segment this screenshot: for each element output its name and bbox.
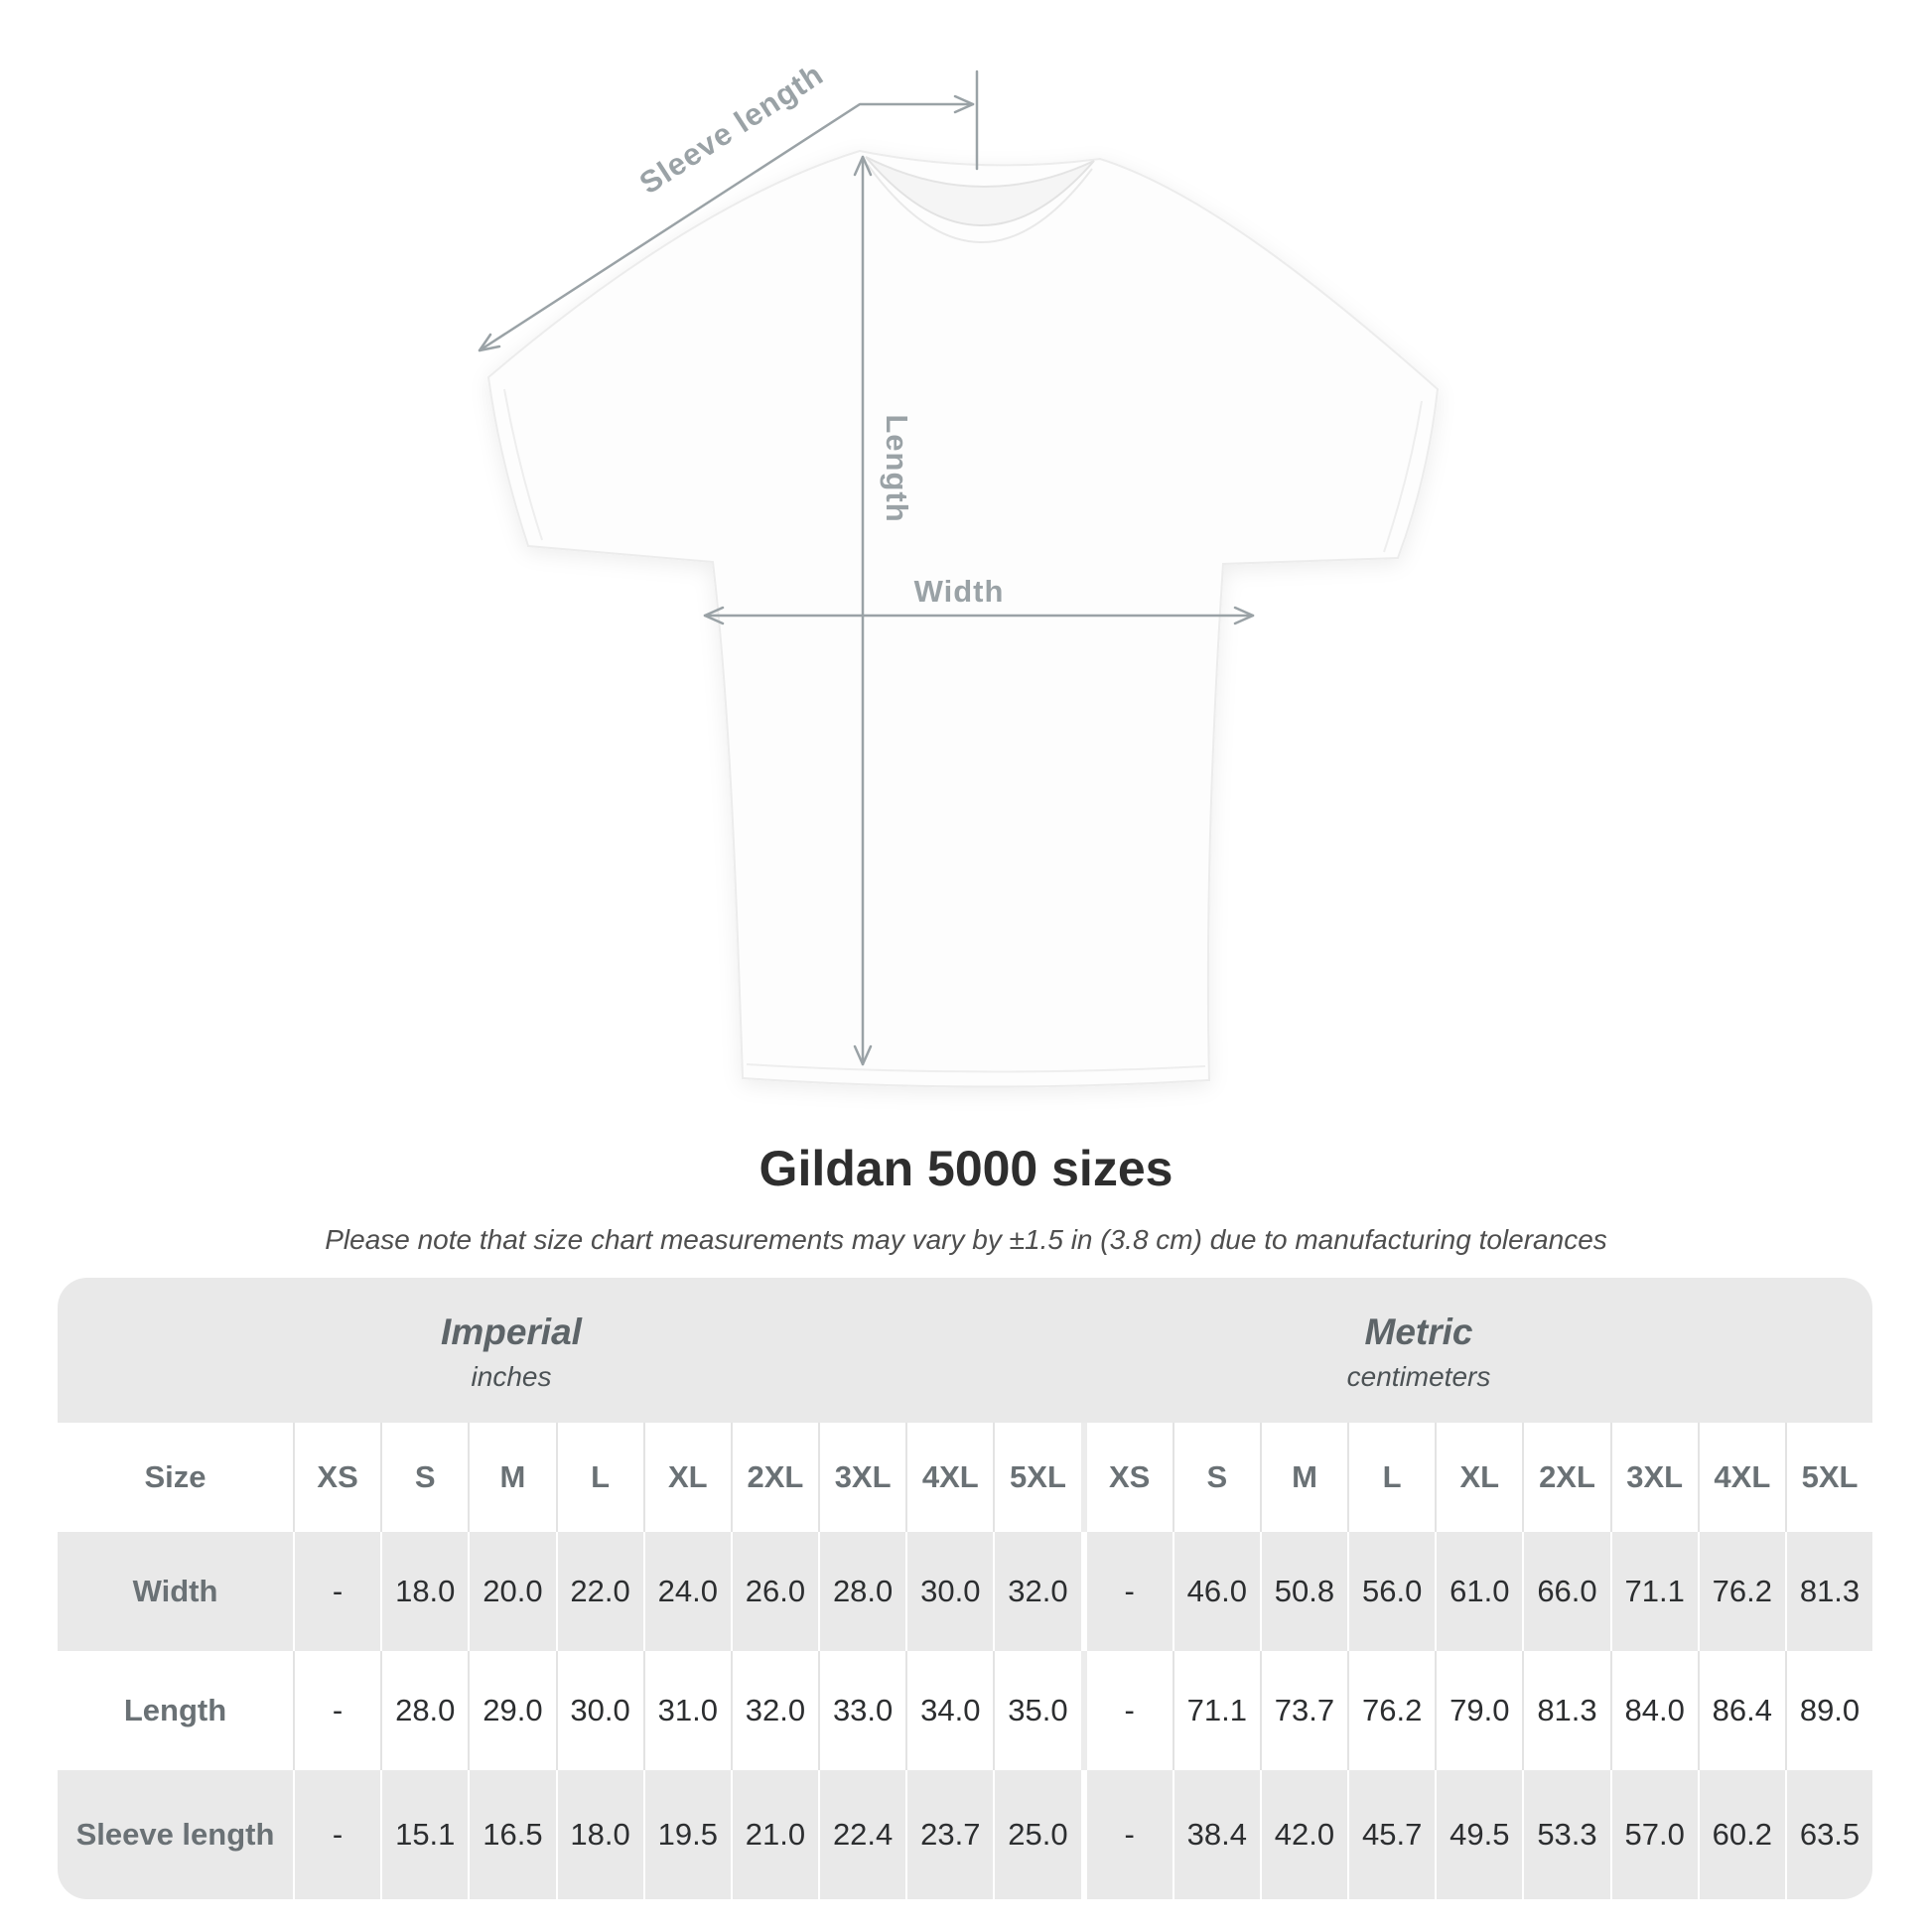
size-col-header: L [1347, 1423, 1435, 1532]
table-cell: 28.0 [380, 1651, 468, 1770]
size-col-header: XS [293, 1423, 380, 1532]
table-cell: 22.4 [818, 1770, 905, 1899]
table-cell: 24.0 [642, 1532, 731, 1651]
table-cell: 56.0 [1347, 1532, 1435, 1651]
size-col-header: XL [642, 1423, 731, 1532]
size-col-header: 2XL [1522, 1423, 1609, 1532]
table-cell: 79.0 [1435, 1651, 1522, 1770]
table-cell: 81.3 [1784, 1532, 1872, 1651]
table-cell: 81.3 [1522, 1651, 1609, 1770]
sleeve-length-arrow [478, 69, 979, 352]
table-cell: 38.4 [1172, 1770, 1260, 1899]
length-row: Length - 28.0 29.0 30.0 31.0 32.0 33.0 3… [58, 1651, 1872, 1770]
size-col-header: M [468, 1423, 555, 1532]
metric-unit-header: Metric centimeters [965, 1278, 1872, 1423]
size-col-header: S [380, 1423, 468, 1532]
table-cell: 21.0 [730, 1770, 818, 1899]
tshirt-shape [486, 149, 1440, 1088]
table-cell: 60.2 [1697, 1770, 1785, 1899]
table-cell: 18.0 [555, 1770, 643, 1899]
table-cell: 30.0 [555, 1651, 643, 1770]
table-cell: 22.0 [555, 1532, 643, 1651]
table-cell: - [293, 1770, 380, 1899]
table-cell: 19.5 [642, 1770, 731, 1899]
corner-cell: Size [144, 1459, 207, 1494]
table-cell: 32.0 [730, 1651, 818, 1770]
table-cell: - [1080, 1770, 1173, 1899]
table-cell: 26.0 [730, 1532, 818, 1651]
size-col-header: S [1172, 1423, 1260, 1532]
table-cell: 57.0 [1609, 1770, 1698, 1899]
size-col-header: XS [1080, 1423, 1173, 1532]
table-cell: 29.0 [468, 1651, 555, 1770]
table-cell: - [293, 1651, 380, 1770]
table-cell: 76.2 [1347, 1651, 1435, 1770]
table-cell: 73.7 [1259, 1651, 1347, 1770]
page-title: Gildan 5000 sizes [759, 1141, 1173, 1196]
table-cell: 45.7 [1347, 1770, 1435, 1899]
table-cell: 30.0 [905, 1532, 993, 1651]
collar-opening [866, 157, 1094, 226]
imperial-unit-header: Imperial inches [58, 1278, 965, 1423]
size-col-header: 4XL [1697, 1423, 1785, 1532]
table-cell: 71.1 [1609, 1532, 1698, 1651]
row-label: Length [123, 1693, 227, 1727]
table-cell: 33.0 [818, 1651, 905, 1770]
size-col-header: 5XL [993, 1423, 1080, 1532]
table-cell: 63.5 [1784, 1770, 1872, 1899]
table-cell: 84.0 [1609, 1651, 1698, 1770]
table-cell: 61.0 [1435, 1532, 1522, 1651]
metric-sublabel: centimeters [1346, 1361, 1491, 1393]
table-cell: 86.4 [1697, 1651, 1785, 1770]
table-cell: - [1080, 1532, 1173, 1651]
table-cell: 16.5 [468, 1770, 555, 1899]
table-cell: 50.8 [1259, 1532, 1347, 1651]
size-table: Imperial inches Metric centimeters Size … [58, 1278, 1872, 1899]
sleeve-length-row: Sleeve length - 15.1 16.5 18.0 19.5 21.0… [58, 1770, 1872, 1899]
table-cell: 49.5 [1435, 1770, 1522, 1899]
table-cell: 89.0 [1784, 1651, 1872, 1770]
table-cell: - [1080, 1651, 1173, 1770]
table-cell: 35.0 [993, 1651, 1080, 1770]
table-cell: 23.7 [905, 1770, 993, 1899]
table-cell: 34.0 [905, 1651, 993, 1770]
table-cell: 42.0 [1259, 1770, 1347, 1899]
table-cell: 18.0 [380, 1532, 468, 1651]
table-cell: 53.3 [1522, 1770, 1609, 1899]
size-col-header: M [1259, 1423, 1347, 1532]
size-col-header: 4XL [905, 1423, 993, 1532]
imperial-label: Imperial [441, 1311, 582, 1352]
width-row: Width - 18.0 20.0 22.0 24.0 26.0 28.0 30… [58, 1532, 1872, 1651]
table-cell: 20.0 [468, 1532, 555, 1651]
width-label: Width [913, 574, 1005, 609]
length-arrow [853, 155, 873, 1066]
table-cell: 32.0 [993, 1532, 1080, 1651]
unit-header-band: Imperial inches Metric centimeters [58, 1278, 1872, 1423]
tolerance-note: Please note that size chart measurements… [325, 1224, 1607, 1255]
table-cell: 25.0 [993, 1770, 1080, 1899]
size-col-header: 2XL [730, 1423, 818, 1532]
size-col-header: 5XL [1784, 1423, 1872, 1532]
table-cell: 28.0 [818, 1532, 905, 1651]
table-cell: 15.1 [380, 1770, 468, 1899]
size-col-header: XL [1435, 1423, 1522, 1532]
imperial-sublabel: inches [471, 1361, 552, 1393]
row-label: Sleeve length [75, 1817, 275, 1852]
size-col-header: 3XL [818, 1423, 905, 1532]
table-cell: - [293, 1532, 380, 1651]
table-cell: 66.0 [1522, 1532, 1609, 1651]
length-label: Length [880, 414, 914, 523]
table-cell: 46.0 [1172, 1532, 1260, 1651]
width-arrow [703, 606, 1255, 625]
tshirt-illustration [478, 69, 1440, 1088]
size-header-row: Size XS S M L XL 2XL 3XL 4XL 5XL XS S M … [58, 1423, 1872, 1532]
table-cell: 76.2 [1697, 1532, 1785, 1651]
row-label: Width [132, 1574, 218, 1608]
table-cell: 31.0 [642, 1651, 731, 1770]
size-col-header: L [555, 1423, 643, 1532]
table-cell: 71.1 [1172, 1651, 1260, 1770]
size-col-header: 3XL [1609, 1423, 1698, 1532]
metric-label: Metric [1364, 1311, 1473, 1352]
